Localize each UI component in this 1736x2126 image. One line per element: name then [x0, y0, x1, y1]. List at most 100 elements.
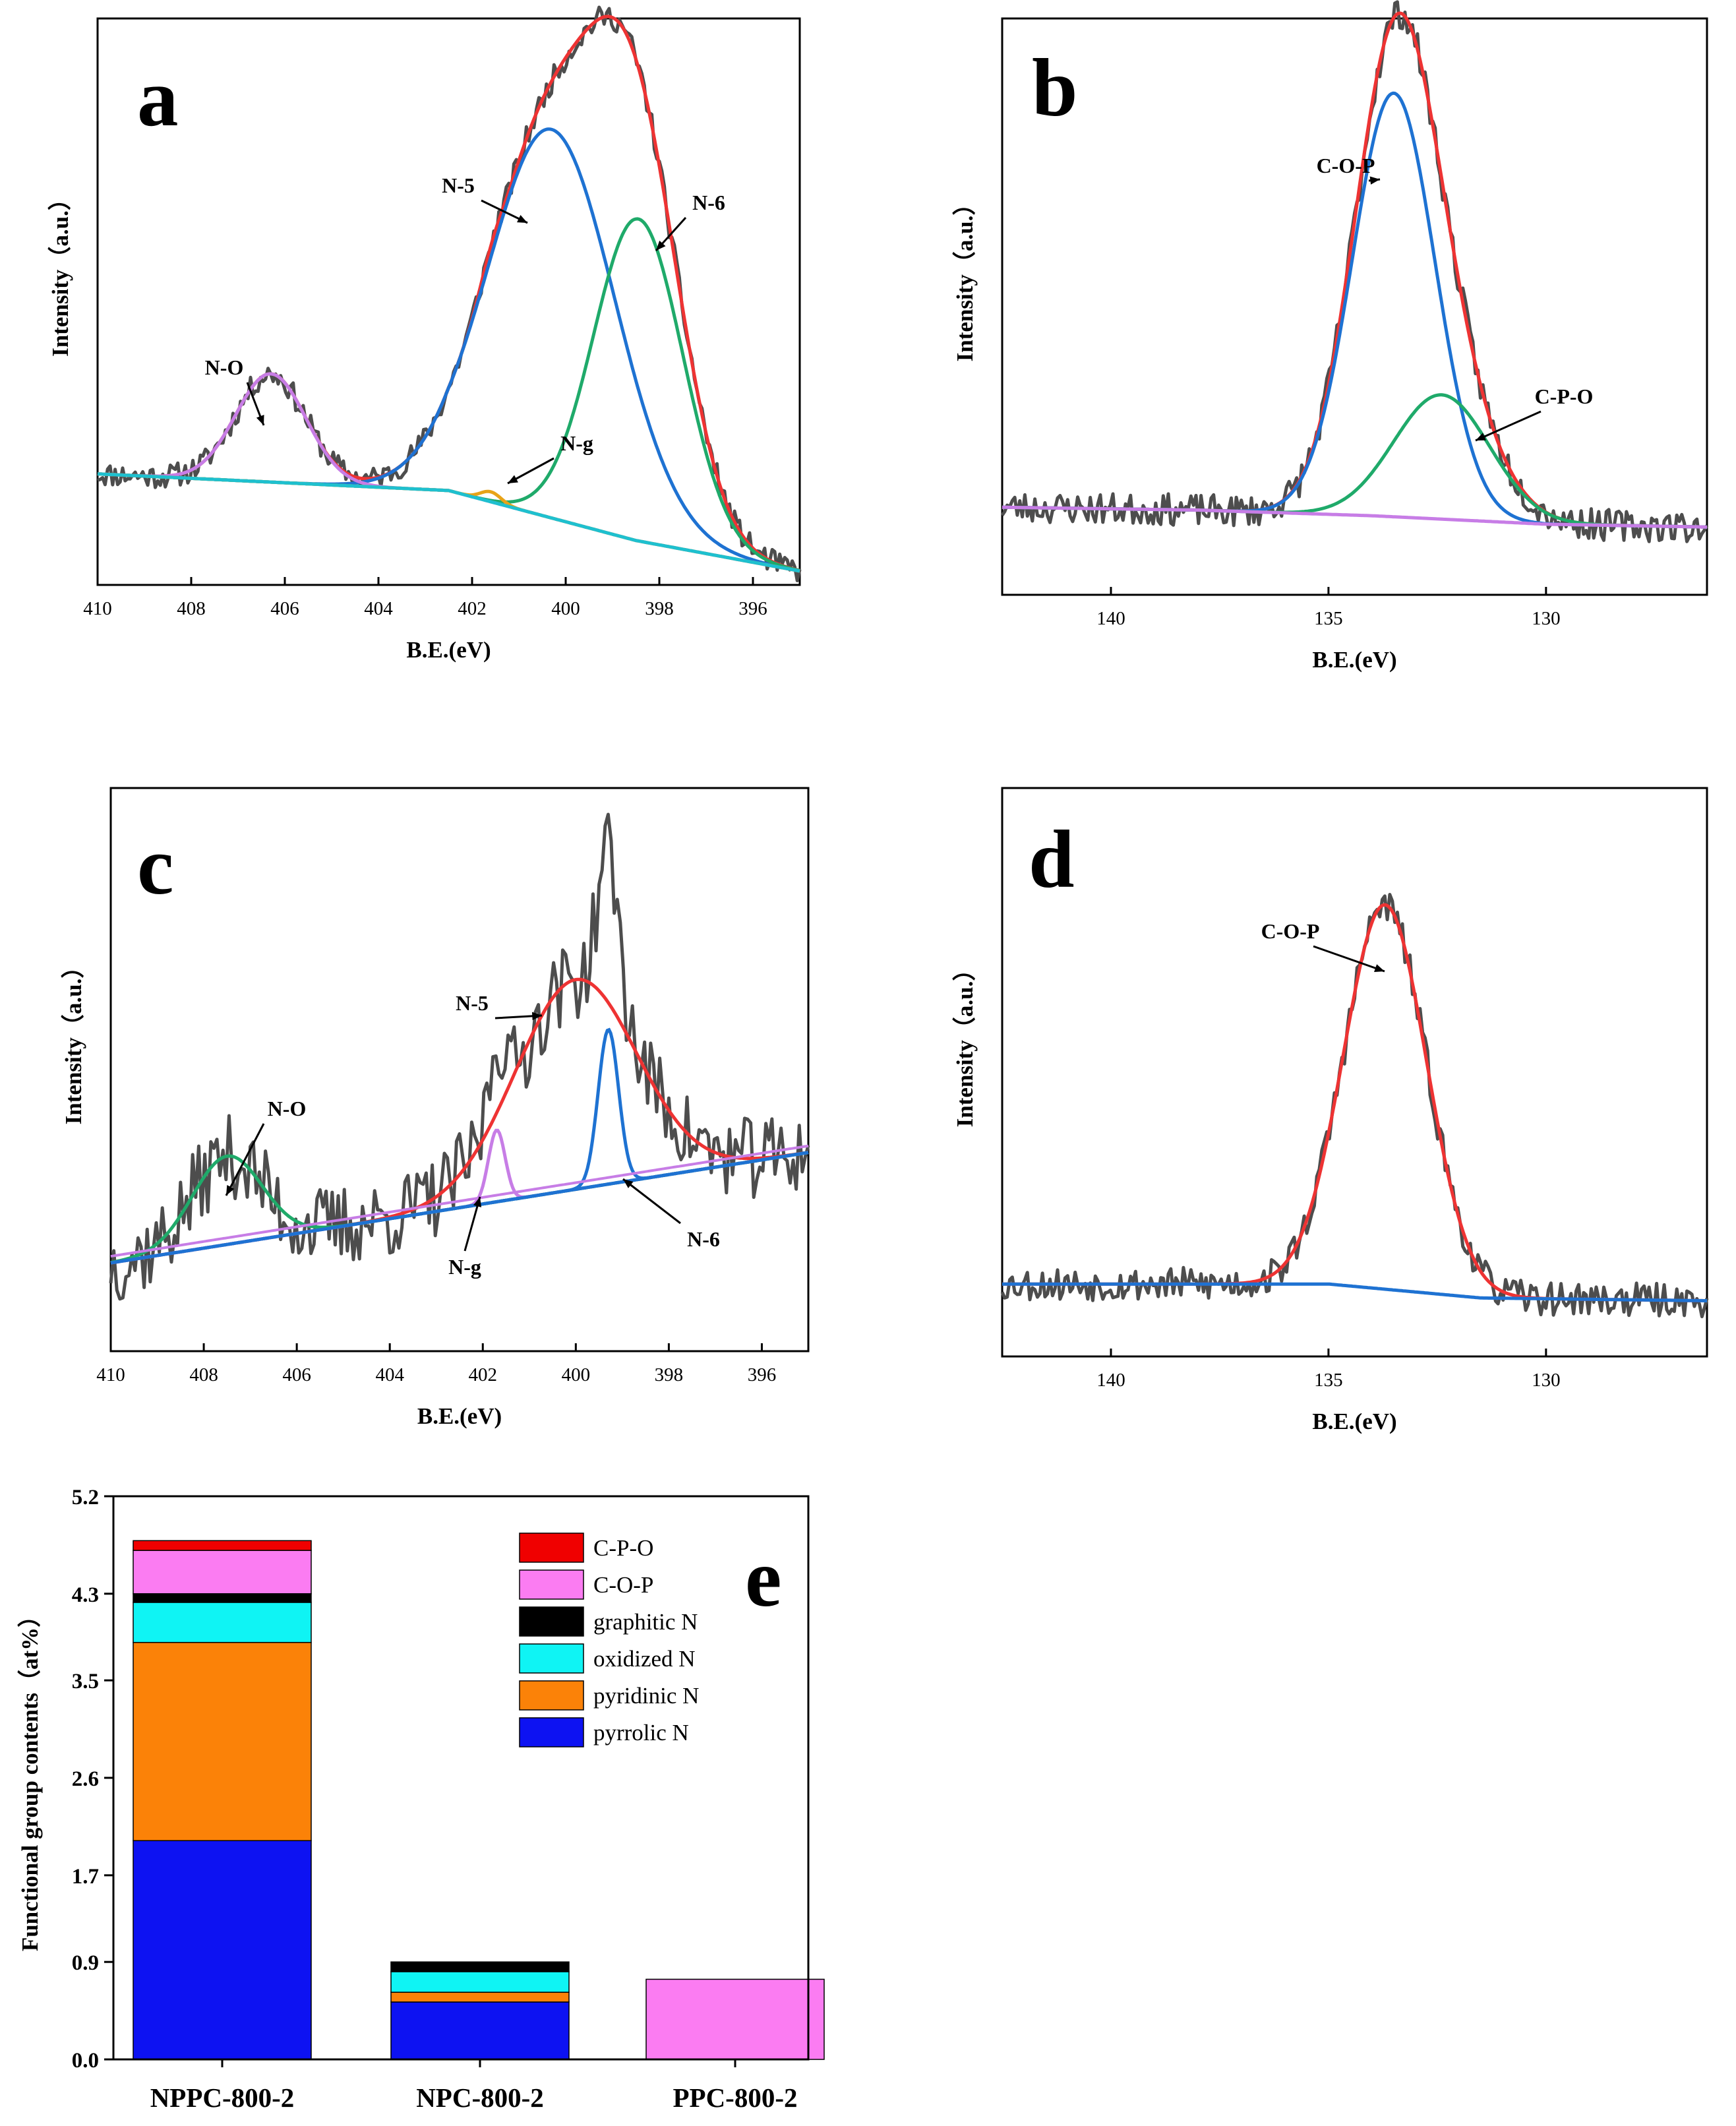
- x-axis-label: B.E.(eV): [417, 1403, 502, 1429]
- plot-frame: [96, 17, 801, 586]
- series-baseline-line: [110, 1144, 809, 1258]
- annotation-arrowhead: [623, 1179, 634, 1188]
- panel-a: 410 408 406 404 402 400 398 396 B.E.(eV) Intensit…: [47, 5, 802, 663]
- peak-label: N-6: [692, 191, 725, 214]
- panel-e: NPPC-800-2 NPC-800-2 PPC-800-2 0.0 0.9 1.7 2.6…: [17, 1486, 825, 2113]
- y-axis-label: Intensity（a.u.）: [61, 956, 86, 1125]
- bar-c-p-o: [133, 1540, 312, 1551]
- y-tick-label: 4.3: [72, 1583, 99, 1607]
- y-tick-label: 0.0: [72, 2049, 99, 2073]
- peak-label: N-g: [560, 431, 593, 455]
- peak-label: C-P-O: [1535, 384, 1594, 408]
- series-baseline-line: [110, 1151, 809, 1265]
- y-tick-label: 0.9: [72, 1951, 99, 1975]
- x-tick-label: 406: [282, 1364, 311, 1385]
- x-tick-label: 135: [1314, 608, 1343, 629]
- plot-frame: [1001, 17, 1708, 596]
- annotation-arrowhead: [1374, 964, 1385, 972]
- annotation-arrow: [622, 1178, 681, 1225]
- peak-label: N-5: [442, 173, 475, 197]
- x-tick-label: 140: [1096, 608, 1125, 629]
- annotation-arrowhead: [226, 1185, 235, 1196]
- peak-label: N-O: [268, 1097, 307, 1120]
- annotation-arrowhead: [656, 240, 666, 251]
- x-tick-label: 140: [1096, 1370, 1125, 1391]
- x-tick-label: 398: [645, 598, 674, 619]
- bar-pyridinic-n: [133, 1641, 312, 1842]
- plot-frame: [109, 787, 810, 1352]
- series-baseline-line: [1002, 1282, 1707, 1302]
- bar-c-o-p: [133, 1550, 312, 1594]
- bar-oxidized-n: [390, 1971, 570, 1993]
- panel-letter: e: [745, 1533, 781, 1624]
- series-n-5-line: [110, 977, 809, 1265]
- series-baseline-line: [1002, 505, 1707, 529]
- bar-graphitic-n: [390, 1961, 570, 1972]
- annotation-arrowhead: [256, 415, 264, 425]
- bar-pyrrolic-n: [390, 2001, 570, 2060]
- panel-c: 410 408 406 404 402 400 398 396 B.E.(eV) Intensit…: [61, 787, 810, 1429]
- y-tick-label: 1.7: [72, 1865, 99, 1889]
- bar-oxidized-n: [133, 1602, 312, 1643]
- category-label: PPC-800-2: [673, 2082, 797, 2113]
- legend-swatch: [519, 1533, 584, 1563]
- annotation-arrowhead: [531, 1012, 542, 1021]
- annotation-arrow: [225, 1123, 265, 1196]
- panel-letter: a: [137, 53, 179, 144]
- x-tick-label: 130: [1532, 1370, 1561, 1391]
- peak-label: N-5: [456, 991, 489, 1015]
- series-raw-line: [1000, 0, 1709, 543]
- series-fit-line: [1002, 11, 1707, 529]
- legend-swatch: [519, 1643, 584, 1674]
- x-tick-label: 404: [364, 598, 393, 619]
- legend-swatch: [519, 1680, 584, 1711]
- x-tick-label: 400: [551, 598, 580, 619]
- bar-pyrrolic-n: [133, 1840, 312, 2060]
- series-raw-line: [1000, 893, 1709, 1319]
- series-raw-line: [97, 5, 802, 582]
- series-n-6-line: [97, 217, 800, 572]
- x-tick-label: 410: [96, 1364, 125, 1385]
- category-label: NPC-800-2: [416, 2082, 544, 2113]
- x-axis-label: B.E.(eV): [1312, 647, 1396, 673]
- y-axis-label: Intensity（a.u.）: [47, 187, 73, 357]
- category-label: NPPC-800-2: [150, 2082, 295, 2113]
- annotation-arrowhead: [1476, 433, 1486, 440]
- y-tick-label: 3.5: [72, 1670, 99, 1693]
- y-axis-label: Functional group contents（at%）: [17, 1604, 43, 1951]
- peak-label: N-6: [687, 1227, 720, 1251]
- legend-swatch: [519, 1717, 584, 1747]
- x-axis-label: B.E.(eV): [1312, 1409, 1396, 1434]
- x-tick-label: 406: [270, 598, 299, 619]
- x-tick-label: 402: [458, 598, 487, 619]
- series-baseline-line: [97, 472, 800, 573]
- panel-d: 140 135 130 B.E.(eV) Intensity（a.u.） C-O-P d: [952, 787, 1709, 1434]
- x-tick-label: 135: [1314, 1370, 1343, 1391]
- y-tick-label: 5.2: [72, 1486, 99, 1509]
- peak-label: C-O-P: [1261, 919, 1320, 943]
- legend-label: pyridinic N: [593, 1683, 699, 1709]
- x-tick-label: 400: [562, 1364, 591, 1385]
- legend-swatch: [519, 1569, 584, 1600]
- legend-label: C-P-O: [593, 1535, 653, 1561]
- legend-label: graphitic N: [593, 1609, 698, 1635]
- y-axis-label: Intensity（a.u.）: [952, 193, 978, 362]
- x-tick-label: 396: [748, 1364, 777, 1385]
- annotation-arrowhead: [508, 475, 518, 483]
- series-raw-line: [109, 812, 810, 1301]
- x-tick-label: 402: [469, 1364, 498, 1385]
- x-tick-label: 396: [738, 598, 767, 619]
- x-tick-label: 398: [655, 1364, 684, 1385]
- x-tick-label: 410: [83, 598, 112, 619]
- series-c-o-p-line: [1002, 903, 1707, 1302]
- annotation-arrowhead: [1369, 176, 1380, 185]
- x-tick-label: 404: [375, 1364, 404, 1385]
- legend-label: C-O-P: [593, 1572, 653, 1598]
- bar-pyridinic-n: [390, 1991, 570, 2003]
- panel-letter: b: [1032, 43, 1078, 134]
- bar-graphitic-n: [133, 1593, 312, 1603]
- x-tick-label: 408: [177, 598, 206, 619]
- legend-label: oxidized N: [593, 1646, 696, 1672]
- legend-label: pyrrolic N: [593, 1720, 689, 1746]
